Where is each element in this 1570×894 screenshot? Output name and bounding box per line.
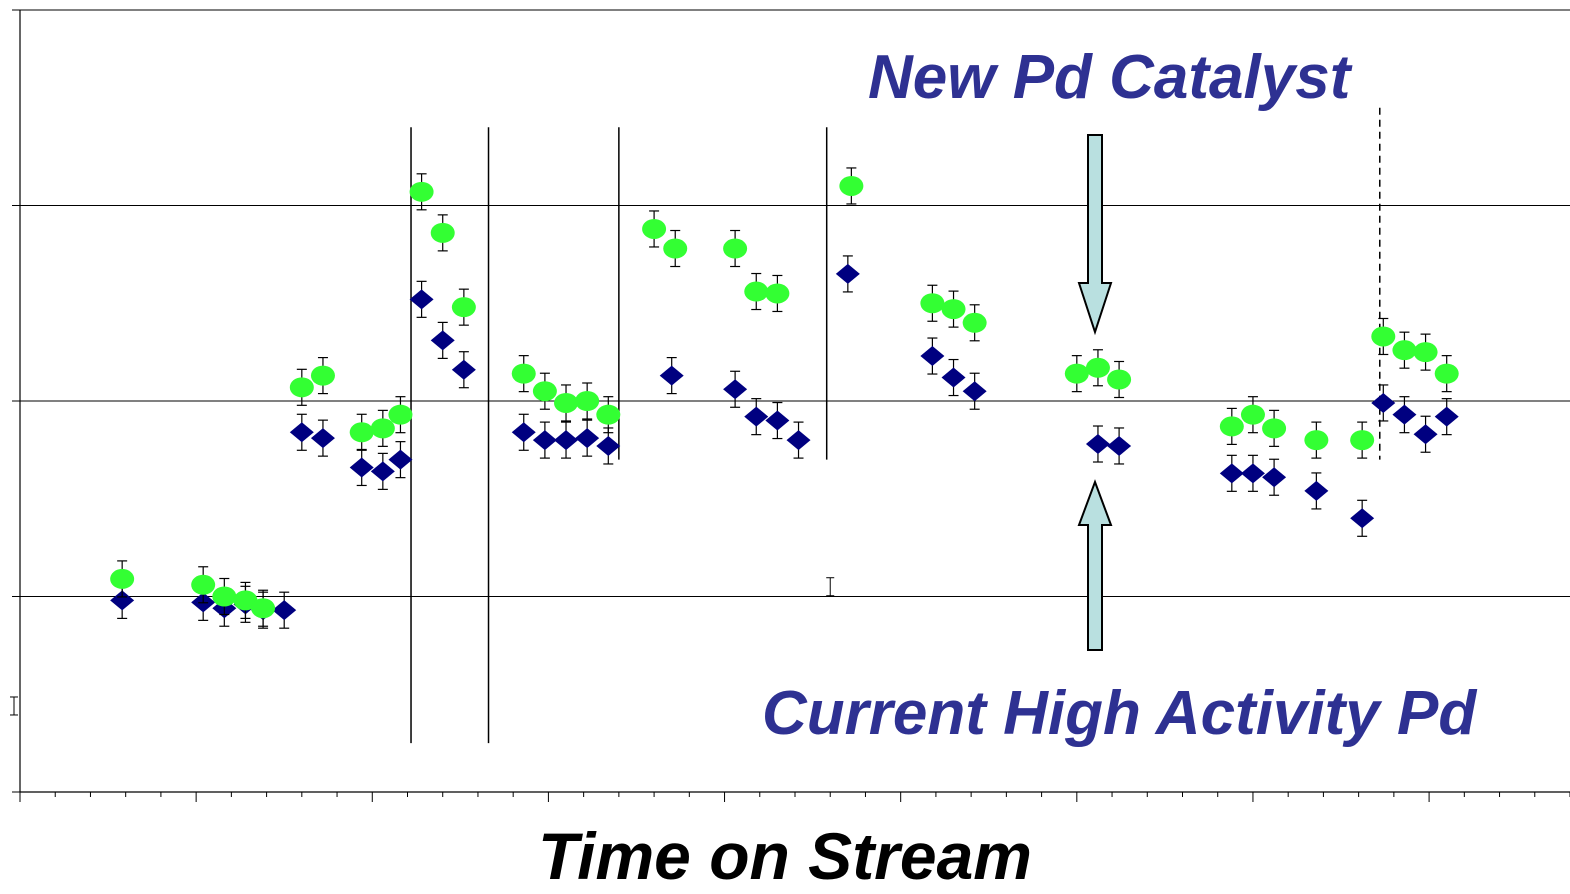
circle-point <box>1392 340 1417 361</box>
down-arrow <box>1077 134 1113 336</box>
circle-point <box>1304 430 1329 451</box>
circle-point <box>941 299 966 320</box>
data-points <box>10 167 1459 716</box>
circle-point <box>839 175 864 196</box>
axes <box>12 9 1570 802</box>
annotation-arrows <box>1077 134 1113 651</box>
diamond-point <box>920 346 945 367</box>
circle-point <box>388 404 413 425</box>
diamond-point <box>1371 392 1396 413</box>
circle-point <box>409 181 434 202</box>
diamond-point <box>1304 480 1329 501</box>
diamond-point <box>723 379 748 400</box>
circle-point <box>212 586 237 607</box>
circle-point <box>663 238 688 259</box>
circle-point <box>370 418 395 439</box>
diamond-point <box>1240 463 1265 484</box>
circle-point <box>289 377 314 398</box>
diamond-point <box>941 367 966 388</box>
diamond-point <box>1085 434 1110 455</box>
diamond-point <box>430 330 455 351</box>
circle-point <box>723 238 748 259</box>
circle-point <box>1219 416 1244 437</box>
up-arrow <box>1077 479 1113 651</box>
diamond-point <box>1219 463 1244 484</box>
diamond-point <box>1434 406 1459 427</box>
circle-point <box>349 422 374 443</box>
diamond-point <box>1413 424 1438 445</box>
circle-point <box>430 222 455 243</box>
diamond-point <box>110 590 135 611</box>
x-axis-label: Time on Stream <box>538 819 1032 893</box>
circle-point <box>1085 357 1110 378</box>
circle-point <box>310 365 335 386</box>
circle-point <box>1371 326 1396 347</box>
diamond-point <box>349 457 374 478</box>
diamond-point <box>575 428 600 449</box>
diamond-point <box>744 406 769 427</box>
diamond-point <box>659 365 684 386</box>
current-high-activity-pd-label: Current High Activity Pd <box>762 679 1477 748</box>
diamond-point <box>1392 404 1417 425</box>
diamond-point <box>409 289 434 310</box>
diamond-point <box>962 381 987 402</box>
circle-point <box>1350 430 1375 451</box>
diamond-point <box>596 435 621 456</box>
circle-point <box>251 598 276 619</box>
gridlines <box>20 9 1570 597</box>
circle-point <box>191 574 216 595</box>
diamond-point <box>835 263 860 284</box>
diamond-point <box>554 430 579 451</box>
circle-point <box>532 381 557 402</box>
diamond-point <box>511 422 536 443</box>
circle-point <box>1413 342 1438 363</box>
diamond-point <box>272 600 297 621</box>
circle-point <box>744 281 769 302</box>
diamond-point <box>370 461 395 482</box>
circle-point <box>451 297 476 318</box>
diamond-point <box>1262 467 1287 488</box>
diamond-point <box>765 410 790 431</box>
circle-point <box>1064 363 1089 384</box>
diamond-point <box>451 359 476 380</box>
diamond-point <box>786 430 811 451</box>
circle-point <box>233 590 258 611</box>
circle-point <box>575 391 600 411</box>
circle-point <box>962 312 987 333</box>
circle-point <box>110 568 135 589</box>
diamond-point <box>1107 435 1132 456</box>
circle-point <box>596 404 621 425</box>
circle-point <box>1107 369 1132 390</box>
circle-point <box>642 218 667 239</box>
diamond-point <box>388 449 413 470</box>
circle-point <box>1434 363 1459 384</box>
circle-point <box>1240 404 1265 425</box>
circle-point <box>1262 418 1287 439</box>
new-pd-catalyst-label: New Pd Catalyst <box>868 43 1351 112</box>
circle-point <box>511 363 536 384</box>
circle-point <box>920 293 945 314</box>
diamond-point <box>289 422 314 443</box>
diamond-point <box>310 428 335 449</box>
diamond-point <box>532 430 557 451</box>
diamond-point <box>1350 508 1375 529</box>
circle-point <box>765 283 790 304</box>
circle-point <box>554 392 579 413</box>
